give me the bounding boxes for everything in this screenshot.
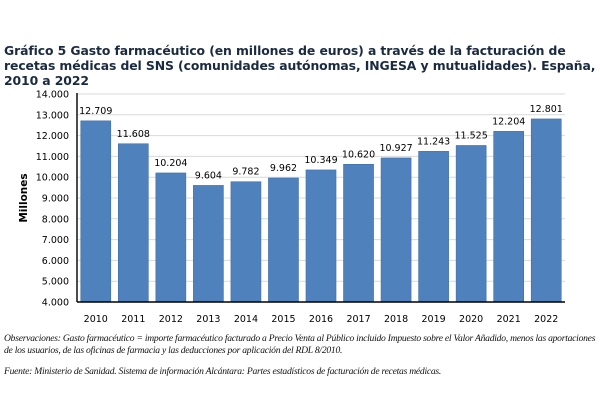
- y-tick-label: 5.000: [42, 277, 69, 288]
- y-tick-label: 6.000: [42, 256, 69, 267]
- bar-2010: [80, 120, 112, 303]
- data-label-2015: 9.962: [270, 163, 297, 174]
- y-tick-label: 10.000: [36, 173, 69, 184]
- axes: [76, 93, 565, 303]
- x-tick-labels: 2010 2011 2012 2013 2014 2015 2016 2017 2018 2019…: [84, 314, 559, 325]
- data-labels: 12.709 11.608 10.204 9.604 9.782 9.962 10.349 1…: [79, 104, 563, 181]
- chart-title: Gráfico 5 Gasto farmacéutico (en millone…: [4, 43, 596, 88]
- x-tick-label: 2020: [459, 314, 483, 325]
- bar-2011: [117, 143, 149, 303]
- x-tick-label: 2014: [234, 314, 258, 325]
- x-tick-label: 2019: [422, 314, 446, 325]
- y-tick-label: 7.000: [42, 235, 69, 246]
- bar-2015: [268, 177, 299, 303]
- x-tick-label: 2013: [196, 314, 220, 325]
- bar-2022: [530, 118, 562, 303]
- data-label-2010: 12.709: [79, 106, 112, 117]
- bar-2020: [455, 145, 487, 303]
- y-tick-label: 11.000: [36, 152, 69, 163]
- source-note: Fuente: Ministerio de Sanidad. Sistema d…: [4, 366, 442, 377]
- bar-2018: [380, 157, 412, 303]
- y-tick-label: 14.000: [36, 90, 69, 101]
- x-tick-label: 2012: [159, 314, 183, 325]
- bars: [80, 118, 562, 303]
- bar-2014: [230, 181, 262, 303]
- data-label-2022: 12.801: [530, 104, 563, 115]
- data-label-2019: 11.243: [417, 136, 450, 147]
- data-label-2013: 9.604: [195, 170, 222, 181]
- data-label-2016: 10.349: [304, 155, 337, 166]
- x-tick-label: 2017: [346, 314, 370, 325]
- data-label-2020: 11.525: [455, 130, 488, 141]
- x-tick-label: 2021: [497, 314, 521, 325]
- x-tick-label: 2022: [534, 314, 558, 325]
- bar-2017: [343, 164, 374, 303]
- y-tick-label: 13.000: [36, 110, 69, 121]
- data-label-2017: 10.620: [342, 149, 375, 160]
- data-label-2012: 10.204: [154, 158, 187, 169]
- x-tick-label: 2016: [309, 314, 333, 325]
- y-tick-label: 9.000: [42, 194, 69, 205]
- y-tick-label: 12.000: [36, 131, 69, 142]
- bar-2013: [193, 185, 224, 303]
- data-label-2021: 12.204: [492, 116, 525, 127]
- y-tick-label: 4.000: [42, 298, 69, 309]
- bar-2012: [155, 172, 187, 303]
- data-label-2018: 10.927: [379, 143, 412, 154]
- x-tick-label: 2011: [121, 314, 145, 325]
- observations-note: Observaciones: Gasto farmacéutico = impo…: [4, 333, 596, 356]
- y-tick-labels: 4.000 5.000 6.000 7.000 8.000 9.000 10.000 11.0…: [36, 90, 69, 309]
- bar-2021: [493, 131, 525, 303]
- x-tick-label: 2015: [271, 314, 295, 325]
- x-tick-label: 2010: [84, 314, 108, 325]
- y-axis-label: Millones: [18, 173, 30, 222]
- data-label-2014: 9.782: [232, 167, 259, 178]
- y-tick-label: 8.000: [42, 214, 69, 225]
- x-tick-label: 2018: [384, 314, 408, 325]
- data-label-2011: 11.608: [117, 129, 150, 140]
- bar-2019: [418, 151, 449, 303]
- bar-2016: [305, 169, 337, 303]
- bar-chart: 12.709 11.608 10.204 9.604 9.782 9.962 10.349 1…: [18, 90, 565, 325]
